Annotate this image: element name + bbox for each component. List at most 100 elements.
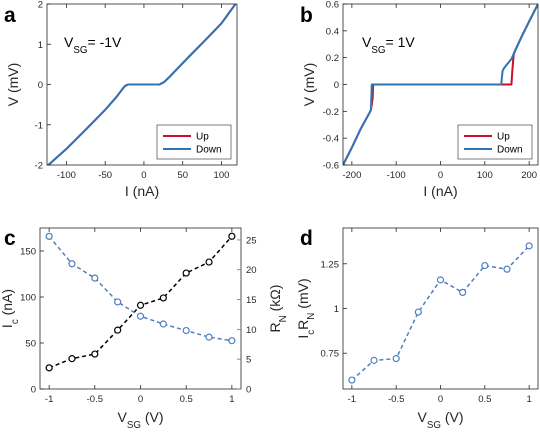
panel-b-ytick-label: 0.4 <box>326 26 339 37</box>
panel-a: -100 -50 0 50 100 -2 -1 0 1 2 I (nA) V (mV) VSG= -1V… <box>5 0 238 199</box>
panel-b-xtick-label: 200 <box>521 170 537 181</box>
panel-a-legend-label-down: Down <box>196 145 222 156</box>
panel-c-ic-point <box>205 258 213 266</box>
panel-c-right-ytick-label: 20 <box>246 265 257 276</box>
panel-d-point <box>459 288 467 296</box>
panel-b-legend-label-up: Up <box>497 132 510 143</box>
panel-c-ic-point <box>159 294 167 302</box>
panel-c-ic-point <box>136 301 145 309</box>
panel-b-series-down <box>343 4 538 165</box>
panel-d-xtick-label: 0 <box>438 394 443 405</box>
panel-c-ic-point <box>91 350 99 358</box>
panel-c-ic-point <box>45 364 53 372</box>
panel-c-rn-point <box>91 274 99 282</box>
panel-c-xtick-label: 0.5 <box>180 394 193 405</box>
panel-d-point <box>525 242 533 250</box>
panel-c-ytick-label: 50 <box>25 339 36 350</box>
panel-b-ylabel: V (mV) <box>301 63 317 107</box>
panel-b-legend-box <box>457 124 533 160</box>
panel-c-right-ytick-label: 15 <box>246 295 257 306</box>
panel-b-ytick-label: 0 <box>334 80 339 91</box>
panel-a-xlabel: I (nA) <box>125 183 159 199</box>
panel-d-point <box>392 354 400 363</box>
panel-a-annotation: VSG= -1V <box>64 34 122 56</box>
panel-d-xlabel: VSG (V) <box>417 409 463 431</box>
panel-a-legend-box <box>156 124 232 160</box>
panel-d-ytick-label: 1.25 <box>321 259 340 270</box>
panel-d-ylabel: IcRN (mV) <box>295 278 317 338</box>
panel-d-point <box>370 356 378 364</box>
panel-c-right-ytick-label: 25 <box>246 235 257 246</box>
panel-c-series-rn-line <box>48 235 232 342</box>
panel-letter-b: b <box>300 4 313 27</box>
panel-c-ytick-label: 150 <box>20 247 36 258</box>
panel-a-xtick-label: -100 <box>57 170 76 181</box>
panel-b-plot <box>343 4 538 165</box>
panel-b-xlabel: I (nA) <box>423 183 457 199</box>
panel-d-point <box>414 308 422 316</box>
panel-d-xtick-label: 1 <box>526 394 531 405</box>
panel-c-rn-point <box>68 260 76 268</box>
panel-c-xtick-label: 1 <box>229 394 234 405</box>
panel-a-xtick-label: 100 <box>214 170 230 181</box>
panel-c-ylabel-right: RN (kΩ) <box>267 285 289 333</box>
panel-c-ic-point <box>114 326 122 334</box>
panel-b-ytick-label: 0.6 <box>326 0 339 11</box>
panel-b-annotation: VSG= 1V <box>362 34 415 56</box>
panel-d-point <box>503 265 511 273</box>
panel-c-right-ytick-label: 5 <box>246 355 251 366</box>
panel-b-legend-label-down: Down <box>497 145 523 156</box>
panel-d-ytick-label: 0.75 <box>321 349 340 360</box>
panel-c-rn-point <box>114 298 122 306</box>
panel-d-point <box>348 376 356 384</box>
panel-c-xtick-label: -0.5 <box>87 394 103 405</box>
panel-letter-c: c <box>4 227 16 250</box>
panel-a-xtick-label: 50 <box>177 170 188 181</box>
panel-d-point <box>481 261 489 270</box>
panel-c-ytick-label: 100 <box>20 293 36 304</box>
panel-d-ytick-label: 1 <box>334 304 339 315</box>
panel-b-xtick-label: -200 <box>342 170 361 181</box>
panel-b-ytick-label: -0.2 <box>323 107 339 118</box>
panel-a-ytick-label: -2 <box>35 161 43 172</box>
panel-b-ytick-label: 0.2 <box>326 53 339 64</box>
panel-a-ytick-label: 1 <box>38 40 43 51</box>
panel-d-series-line <box>351 245 530 381</box>
panel-c-rn-point <box>45 232 53 240</box>
panel-a-xtick-label: 0 <box>141 170 146 181</box>
panel-d-xtick-label: 0.5 <box>478 394 491 405</box>
panel-c-xlabel: VSG (V) <box>117 409 163 431</box>
panel-a-plot <box>47 4 237 165</box>
panel-c-ic-point <box>228 232 236 240</box>
panel-b-xtick-label: -100 <box>387 170 406 181</box>
panel-c-xtick-label: 0 <box>138 394 143 405</box>
panel-c-rn-point <box>182 326 190 335</box>
panel-c-ytick-label: 0 <box>31 385 36 396</box>
panel-b-ytick-label: -0.4 <box>323 134 339 145</box>
panel-c-ic-point <box>182 269 190 277</box>
panel-a-series-down <box>47 4 237 165</box>
panel-b: -200 -100 0 100 200 -0.6 -0.4 -0.2 0 0.2 0.4 0.6 I (… <box>301 0 539 199</box>
panel-letter-a: a <box>4 4 16 27</box>
panel-letter-d: d <box>300 227 313 250</box>
panel-c-rn-point <box>228 337 236 345</box>
panel-d-axes <box>342 227 539 390</box>
panel-b-xtick-label: 0 <box>438 170 443 181</box>
panel-a-legend-label-up: Up <box>196 132 209 143</box>
panel-d: -1 -0.5 0 0.5 1 0.75 1 1.25 VSG (V) IcRN (mV) <box>295 227 539 431</box>
panel-b-xtick-label: 100 <box>477 170 493 181</box>
panel-a-ytick-label: 2 <box>38 0 43 11</box>
panel-d-point <box>436 276 445 284</box>
panel-c-xtick-label: -1 <box>45 394 53 405</box>
panel-a-ylabel: V (mV) <box>5 63 21 107</box>
panel-c-right-ytick-label: 10 <box>246 325 257 336</box>
panel-a-xtick-label: -50 <box>98 170 112 181</box>
panel-a-ytick-label: -1 <box>35 120 43 131</box>
panel-c-rn-point <box>136 312 145 320</box>
panel-c-ylabel-left: Ic (nA) <box>0 289 21 328</box>
panel-b-ytick-label: -0.6 <box>323 161 339 172</box>
panel-c-ic-point <box>68 355 76 363</box>
panel-c-rn-point <box>205 333 213 341</box>
